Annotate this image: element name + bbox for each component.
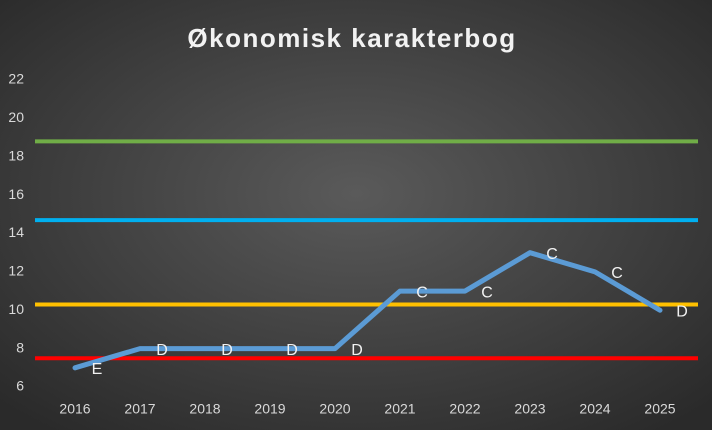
x-tick-label: 2025 [644, 401, 675, 417]
point-label: D [221, 342, 233, 359]
x-tick-label: 2018 [189, 401, 220, 417]
point-label: E [92, 361, 103, 378]
y-tick-label: 10 [8, 301, 24, 317]
point-label: D [351, 342, 363, 359]
y-tick-label: 14 [8, 224, 24, 240]
y-tick-label: 8 [16, 339, 24, 355]
point-label: C [546, 246, 558, 263]
x-tick-label: 2016 [59, 401, 90, 417]
y-tick-label: 20 [8, 109, 24, 125]
x-tick-label: 2019 [254, 401, 285, 417]
x-tick-label: 2017 [124, 401, 155, 417]
point-label: C [481, 284, 493, 301]
x-tick-label: 2021 [384, 401, 415, 417]
chart-title: Økonomisk karakterbog [187, 23, 516, 53]
y-tick-label: 18 [8, 147, 24, 163]
point-label: D [286, 342, 298, 359]
point-label: C [611, 265, 623, 282]
y-tick-label: 22 [8, 71, 24, 87]
x-tick-label: 2022 [449, 401, 480, 417]
y-tick-label: 12 [8, 263, 24, 279]
x-tick-label: 2020 [319, 401, 350, 417]
y-tick-label: 16 [8, 186, 24, 202]
y-tick-label: 6 [16, 378, 24, 394]
x-tick-label: 2024 [579, 401, 610, 417]
x-tick-label: 2023 [514, 401, 545, 417]
data-line [72, 250, 663, 371]
point-label: C [416, 284, 428, 301]
point-label: D [676, 303, 688, 320]
point-label: D [156, 342, 168, 359]
